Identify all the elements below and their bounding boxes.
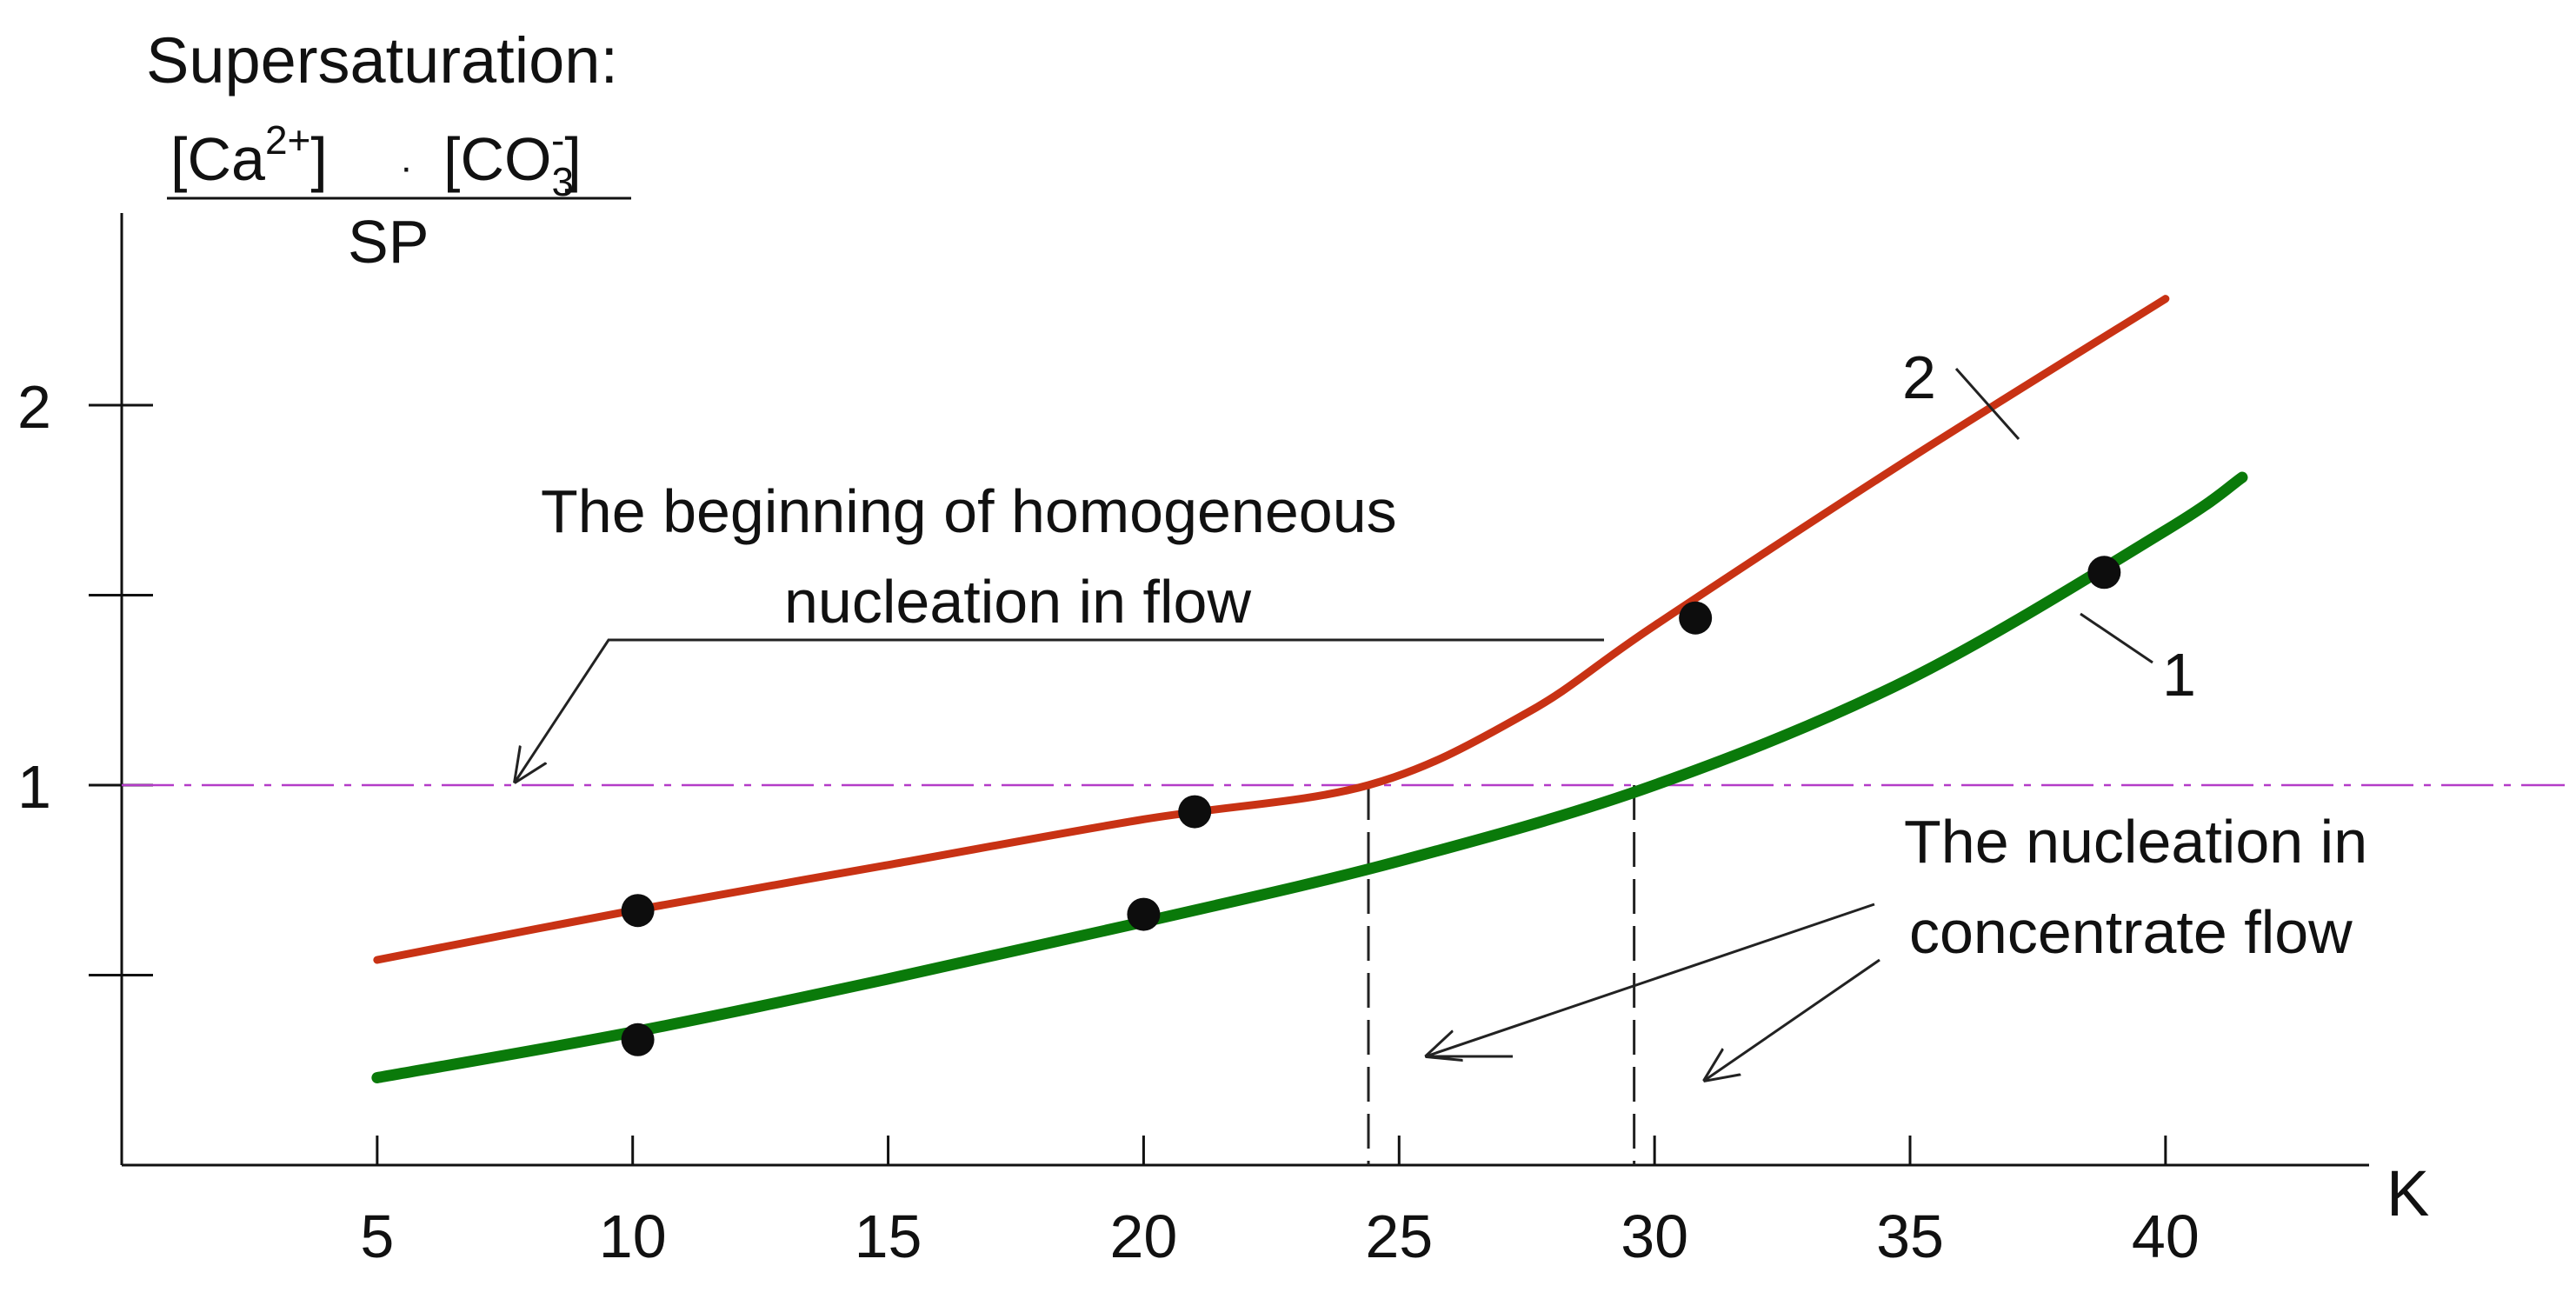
x-tick-label: 20 [1109, 1202, 1177, 1270]
y-tick-label: 1 [17, 753, 51, 821]
curve-2-line [373, 295, 2170, 964]
y-label-title: Supersaturation: [146, 24, 618, 97]
data-point [1679, 601, 1713, 635]
y-label-co3: [CO [443, 125, 551, 193]
x-tick-label: 40 [2132, 1202, 2200, 1270]
homogeneous-annotation-line2: nucleation in flow [784, 568, 1251, 636]
y-label-ca: [Ca [170, 125, 265, 193]
y-label-dot: · [400, 146, 413, 189]
data-point [621, 894, 655, 928]
curve-1-label: 1 [2162, 641, 2196, 709]
y-tick-label: 2 [17, 373, 51, 441]
x-tick-label: 35 [1876, 1202, 1944, 1270]
curve-2-label: 2 [1902, 343, 1936, 411]
x-tick-label: 15 [855, 1202, 922, 1270]
concentrate-pointer-a [1426, 903, 1875, 1056]
data-point [2087, 556, 2121, 590]
crossing-markers [1367, 785, 1636, 1165]
y-label-co3-charge: - [551, 117, 564, 163]
concentrate-annotation-line2: concentrate flow [1909, 898, 2353, 966]
x-tick-label: 10 [599, 1202, 667, 1270]
y-label-co3-sub: 3 [551, 159, 574, 204]
concentrate-annotation-line1: The nucleation in [1904, 808, 2367, 876]
concentrate-pointer-b [1704, 958, 1880, 1081]
x-tick-label: 25 [1365, 1202, 1433, 1270]
curve-1-leader [2080, 612, 2153, 664]
data-point [1127, 897, 1161, 931]
curve-2-leader [1954, 368, 2020, 440]
data-point [621, 1023, 655, 1056]
y-axis-label: Supersaturation: [Ca2+] · [CO3-] SP [146, 24, 631, 276]
x-ticks: 5 10 15 20 25 30 35 40 [360, 1136, 2200, 1270]
curve-1-line [371, 471, 2248, 1083]
homogeneous-pointer [515, 638, 1604, 783]
data-point [1178, 795, 1212, 829]
x-axis-label: K [2386, 1157, 2429, 1229]
x-tick-label: 5 [360, 1202, 394, 1270]
y-label-ca-charge: 2+ [265, 117, 310, 163]
y-ticks: 12 [17, 373, 153, 976]
x-tick-label: 30 [1621, 1202, 1688, 1270]
data-points [621, 556, 2121, 1056]
y-label-numerator: [Ca2+] · [CO3-] [170, 117, 582, 204]
y-label-denominator: SP [348, 208, 429, 276]
homogeneous-annotation-line1: The beginning of homogeneous [541, 477, 1397, 545]
